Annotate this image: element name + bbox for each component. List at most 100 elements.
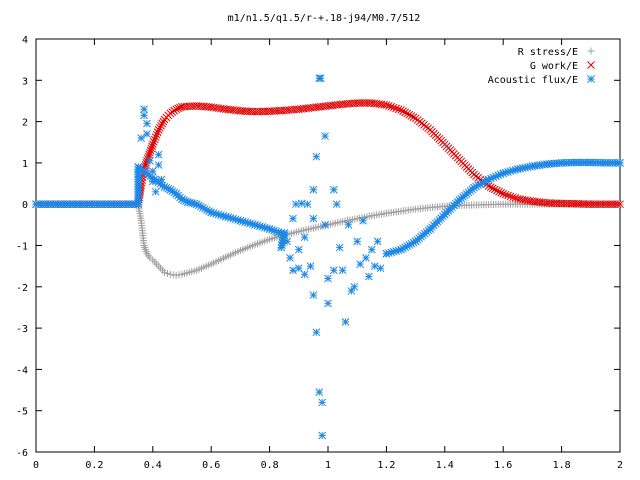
data-point	[362, 254, 370, 262]
data-point	[359, 216, 367, 225]
y-tick-label: 4	[22, 35, 28, 46]
data-point	[163, 269, 171, 277]
data-point	[306, 262, 315, 271]
data-point	[151, 187, 160, 196]
x-tick-label: 1.2	[377, 460, 395, 471]
data-point	[344, 220, 353, 229]
y-tick-label: 1	[22, 159, 28, 170]
series-g-work-e	[32, 99, 624, 209]
y-tick-label: 0	[22, 200, 28, 211]
x-tick-label: 0.4	[144, 460, 162, 471]
data-point	[137, 134, 145, 142]
data-point	[148, 142, 156, 151]
data-point	[493, 186, 501, 195]
data-point	[324, 274, 332, 283]
data-point	[294, 264, 303, 273]
data-point	[504, 191, 512, 200]
y-tick-label: -5	[16, 407, 28, 418]
data-point	[289, 266, 297, 275]
data-point	[316, 74, 325, 83]
data-point	[382, 101, 391, 109]
data-point	[403, 242, 412, 250]
data-point	[389, 103, 398, 112]
data-point	[384, 102, 393, 110]
data-point	[309, 291, 318, 299]
data-point	[154, 161, 163, 169]
legend: R stress/E G work/E Acoustic flux/E	[488, 47, 595, 86]
data-point	[497, 188, 505, 197]
data-point	[309, 185, 318, 194]
x-tick-label: 1	[325, 460, 331, 471]
x-tick-label: 2	[617, 460, 623, 471]
data-point	[315, 388, 324, 396]
data-point	[146, 148, 154, 157]
data-point	[286, 254, 294, 262]
data-point	[332, 200, 341, 209]
data-point	[495, 187, 503, 196]
x-tick-label: 1.8	[553, 460, 571, 471]
data-point	[149, 138, 158, 146]
data-point	[373, 237, 382, 246]
data-point	[394, 105, 403, 114]
data-point	[356, 260, 364, 268]
x-tick-label: 0.8	[261, 460, 279, 471]
data-point	[289, 214, 297, 223]
data-point	[172, 105, 181, 114]
data-point	[148, 140, 157, 149]
data-point	[140, 111, 148, 120]
data-point	[506, 192, 515, 201]
x-tick-label: 0.6	[202, 460, 220, 471]
data-point	[160, 268, 168, 276]
legend-marker	[587, 47, 595, 55]
data-point	[616, 200, 624, 209]
x-tick-label: 1.4	[436, 460, 454, 471]
data-point	[338, 266, 347, 275]
data-point	[144, 152, 153, 161]
data-point	[403, 109, 412, 118]
data-point	[321, 220, 329, 229]
y-tick-label: 2	[22, 118, 28, 129]
data-point	[318, 431, 327, 440]
data-point	[145, 150, 154, 159]
data-point	[405, 110, 414, 119]
data-point	[152, 130, 161, 139]
plot-frame	[35, 38, 621, 453]
data-point	[367, 245, 376, 254]
data-point	[294, 245, 303, 254]
x-tick-label: 1.6	[494, 460, 512, 471]
data-point	[146, 156, 154, 165]
data-point	[613, 200, 622, 209]
data-point	[397, 106, 405, 114]
data-point	[153, 128, 162, 137]
data-point	[143, 130, 151, 138]
data-point	[399, 107, 407, 116]
data-point	[312, 328, 321, 337]
data-point	[380, 100, 388, 109]
data-point	[309, 214, 318, 223]
data-point	[143, 119, 151, 128]
series-layer	[32, 74, 624, 440]
data-point	[158, 119, 166, 128]
chart-title: m1/n1.5/q1.5/r-+.18-j94/M0.7/512	[228, 13, 421, 24]
y-tick-label: 3	[22, 76, 28, 87]
data-point	[329, 185, 338, 194]
series-acoustic-flux-e	[32, 74, 624, 440]
data-point	[376, 264, 385, 273]
data-point	[147, 144, 156, 153]
data-point	[488, 184, 497, 193]
data-point	[350, 282, 359, 291]
y-tick-label: -4	[16, 365, 28, 376]
data-point	[174, 104, 182, 113]
axes: 0 0.2 0.4 0.6 0.8 1 1.2 1.4 1.6 1.8 2 4 3 2 1 0 -1 -2 -3 -4…	[16, 35, 623, 471]
data-point	[140, 105, 148, 114]
data-point	[150, 135, 159, 144]
data-point	[353, 237, 362, 246]
data-point	[280, 231, 289, 240]
legend-label: Acoustic flux/E	[488, 75, 578, 86]
data-point	[486, 183, 495, 192]
data-point	[321, 132, 329, 140]
data-point	[159, 117, 168, 126]
data-point	[303, 200, 312, 209]
data-point	[151, 133, 160, 141]
